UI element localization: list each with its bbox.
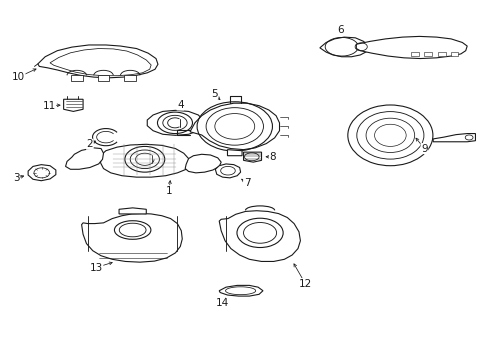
Polygon shape (71, 75, 82, 81)
Polygon shape (81, 213, 182, 262)
Polygon shape (63, 99, 83, 111)
Text: 13: 13 (89, 262, 102, 273)
Polygon shape (201, 116, 229, 134)
Text: 11: 11 (42, 101, 56, 111)
Text: 14: 14 (216, 298, 229, 308)
Text: 2: 2 (86, 139, 93, 149)
Text: 4: 4 (177, 100, 183, 110)
Polygon shape (119, 208, 146, 214)
Polygon shape (227, 150, 242, 156)
Text: 1: 1 (165, 186, 172, 196)
Polygon shape (190, 103, 279, 150)
Text: 8: 8 (269, 152, 275, 162)
Polygon shape (219, 285, 263, 296)
Text: 12: 12 (298, 279, 311, 289)
Polygon shape (65, 148, 103, 169)
Polygon shape (243, 152, 261, 162)
Polygon shape (432, 134, 474, 142)
Polygon shape (219, 211, 300, 261)
Polygon shape (38, 45, 158, 78)
Polygon shape (185, 154, 221, 173)
Polygon shape (215, 164, 240, 178)
Polygon shape (450, 52, 458, 56)
Polygon shape (356, 36, 466, 59)
Text: 7: 7 (243, 178, 250, 188)
Text: 3: 3 (13, 173, 19, 183)
Polygon shape (28, 165, 56, 181)
Text: 10: 10 (12, 72, 25, 82)
Text: 9: 9 (420, 144, 427, 154)
Polygon shape (424, 52, 431, 56)
Text: 5: 5 (211, 89, 217, 99)
Polygon shape (147, 111, 203, 135)
Text: 6: 6 (337, 25, 344, 35)
Polygon shape (101, 144, 190, 177)
Polygon shape (437, 52, 445, 56)
Polygon shape (124, 75, 136, 81)
Polygon shape (410, 52, 418, 56)
Polygon shape (98, 75, 109, 81)
Polygon shape (319, 37, 368, 57)
